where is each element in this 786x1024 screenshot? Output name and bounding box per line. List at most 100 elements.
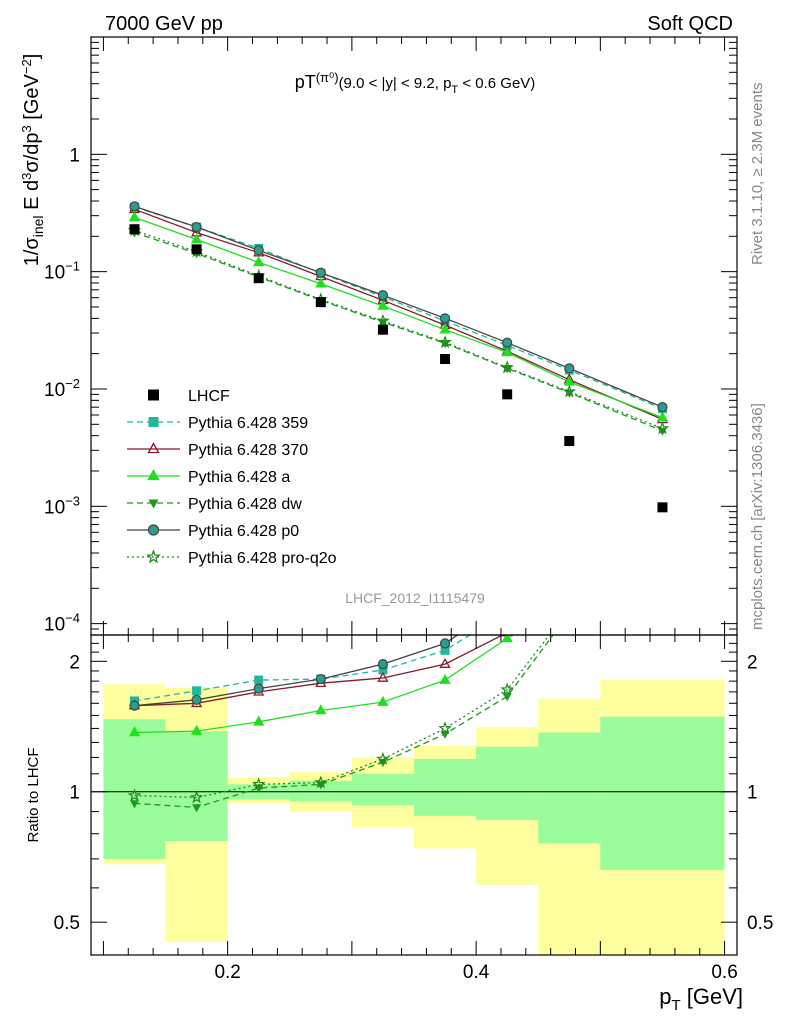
ratio-5-point-2 bbox=[251, 777, 266, 791]
legend-marker-3 bbox=[147, 469, 160, 481]
y-tick-label-3: 10−3 bbox=[44, 493, 80, 518]
ratio-1-point-8 bbox=[658, 463, 667, 471]
ratio-1-point-7 bbox=[565, 562, 574, 570]
band-inner-7 bbox=[538, 732, 601, 844]
ratio-2-point-8 bbox=[658, 456, 667, 464]
series-line-5 bbox=[134, 229, 663, 430]
ratio-5-point-6 bbox=[500, 682, 514, 696]
ratio-4-point-4 bbox=[377, 659, 389, 670]
lhcf-point-6 bbox=[502, 389, 513, 400]
legend-marker-4 bbox=[148, 499, 159, 509]
ratio-3-point-0 bbox=[129, 800, 139, 809]
series-2-point-4 bbox=[377, 299, 389, 310]
ratio-4-point-3 bbox=[315, 673, 326, 685]
lhcf-point-3 bbox=[315, 297, 326, 308]
ratio-2-point-2 bbox=[253, 715, 265, 726]
ratio-4-point-7 bbox=[565, 517, 574, 526]
series-4-point-2 bbox=[253, 245, 264, 256]
ratio-frame bbox=[90, 634, 738, 956]
ratio-ytick-left-2: 2 bbox=[69, 652, 80, 673]
ratio-2-point-6 bbox=[501, 635, 513, 643]
band-inner-5 bbox=[414, 759, 477, 816]
band-inner-1 bbox=[165, 731, 228, 841]
series-line-0 bbox=[134, 206, 663, 410]
legend-marker-6 bbox=[146, 549, 161, 564]
ratio-series-group bbox=[127, 456, 667, 813]
ratio-4-point-1 bbox=[191, 694, 202, 705]
series-2-point-3 bbox=[315, 277, 327, 288]
series-5-point-7 bbox=[562, 384, 577, 398]
ratio-line-1 bbox=[134, 635, 504, 707]
y-tick-label-1: 10−1 bbox=[44, 259, 80, 284]
series-5-point-6 bbox=[500, 360, 514, 374]
title-main: pT bbox=[295, 72, 316, 92]
title-rest: (9.0 < |y| < 9.2, p bbox=[339, 75, 452, 92]
watermark: LHCF_2012_I1115479 bbox=[345, 590, 485, 606]
x-tick-label-0: 0.2 bbox=[214, 962, 240, 983]
y-tick-label-4: 10−4 bbox=[44, 611, 80, 636]
ratio-0-point-5 bbox=[440, 645, 450, 655]
series-4-point-7 bbox=[564, 363, 575, 374]
ratio-2-point-5 bbox=[439, 673, 451, 684]
ratio-5-point-7 bbox=[564, 604, 574, 614]
legend-marker-1 bbox=[148, 417, 159, 427]
series-4-point-4 bbox=[377, 290, 389, 301]
header-right: Soft QCD bbox=[647, 13, 733, 35]
lhcf-point-8 bbox=[657, 502, 668, 513]
x-tick-label-2: 0.6 bbox=[711, 962, 737, 983]
ratio-5-point-4 bbox=[376, 751, 390, 765]
ratio-4-point-2 bbox=[253, 683, 264, 694]
ratio-ytick-left-1: 1 bbox=[69, 783, 80, 804]
main-panel: 1 10−1 10−2 10−3 10−4 LHCF Pythia 6.428 359 Pyt… bbox=[44, 36, 738, 636]
y-tick-label-0: 1 bbox=[69, 145, 80, 166]
ratio-5-point-1 bbox=[189, 790, 204, 804]
ratio-4-point-0 bbox=[129, 700, 140, 711]
series-4-point-3 bbox=[315, 267, 326, 278]
legend-label-6: Pythia 6.428 pro-q2o bbox=[188, 550, 337, 567]
ratio-0-point-4 bbox=[378, 665, 388, 675]
title-sup: (π⁰) bbox=[316, 70, 339, 85]
xlabel-sub: T bbox=[671, 997, 680, 1014]
ratio-0-point-7 bbox=[565, 531, 574, 540]
lhcf-point-1 bbox=[191, 244, 202, 255]
band-inner-4 bbox=[351, 773, 414, 806]
series-4-point-0 bbox=[129, 201, 140, 212]
legend-label-5: Pythia 6.428 p0 bbox=[188, 523, 299, 540]
lhcf-point-4 bbox=[377, 324, 388, 335]
ratio-2-point-1 bbox=[190, 724, 203, 735]
ratio-3-point-1 bbox=[192, 804, 202, 813]
legend-label-4: Pythia 6.428 dw bbox=[188, 496, 302, 513]
series-2-point-8 bbox=[656, 411, 669, 422]
xlabel-end: [GeV] bbox=[681, 984, 743, 1009]
series-4-point-8 bbox=[657, 402, 668, 413]
series-2-point-5 bbox=[439, 323, 451, 334]
ratio-panel: 0.2 0.4 0.6 0.5 0.5 1 1 2 2 bbox=[54, 456, 773, 983]
series-2-point-0 bbox=[128, 211, 141, 222]
legend-marker-2 bbox=[147, 442, 160, 454]
ratio-1-point-4 bbox=[377, 671, 389, 682]
band-inner-6 bbox=[476, 746, 539, 821]
ratio-2-point-3 bbox=[315, 704, 327, 715]
ratio-0-point-2 bbox=[254, 675, 264, 685]
ratio-2-point-4 bbox=[377, 695, 389, 706]
rivet-label: Rivet 3.1.10, ≥ 2.3M events bbox=[749, 83, 766, 266]
series-2-point-2 bbox=[253, 256, 265, 267]
main-frame bbox=[90, 36, 738, 636]
series-4-point-1 bbox=[191, 221, 202, 233]
ratio-1-point-5 bbox=[439, 657, 451, 668]
lhcf-point-0 bbox=[129, 224, 140, 235]
series-4-point-6 bbox=[502, 337, 513, 348]
series-2-point-6 bbox=[501, 346, 513, 357]
legend-label-0: LHCF bbox=[188, 388, 230, 405]
ratio-2-point-7 bbox=[565, 568, 574, 576]
legend: LHCF Pythia 6.428 359 Pythia 6.428 370 Pyth… bbox=[127, 388, 337, 567]
main-title: pT(π⁰)(9.0 < |y| < 9.2, pT < 0.6 GeV) bbox=[295, 70, 536, 96]
band-inner-8 bbox=[600, 716, 725, 870]
ratio-0-point-1 bbox=[192, 686, 202, 696]
ratio-ytick-right-2: 2 bbox=[747, 652, 758, 673]
ratio-xlabel: pT [GeV] bbox=[659, 984, 743, 1014]
series-4-point-5 bbox=[439, 313, 451, 324]
legend-label-1: Pythia 6.428 359 bbox=[188, 415, 308, 432]
series-5-point-4 bbox=[376, 313, 390, 327]
ratio-3-point-6 bbox=[502, 693, 512, 702]
